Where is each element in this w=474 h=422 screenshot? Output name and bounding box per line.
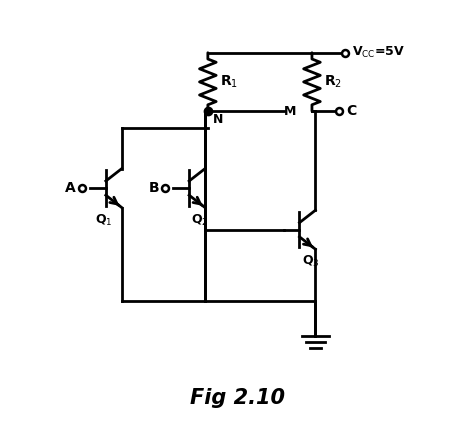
Text: R$_1$: R$_1$ xyxy=(219,74,237,90)
Text: M: M xyxy=(284,105,296,118)
Text: N: N xyxy=(213,113,224,126)
Text: C: C xyxy=(346,104,356,118)
Text: Q$_3$: Q$_3$ xyxy=(301,254,319,269)
Text: R$_2$: R$_2$ xyxy=(324,74,342,90)
Text: V$_{\rm CC}$=5V: V$_{\rm CC}$=5V xyxy=(352,45,405,60)
Text: Q$_2$: Q$_2$ xyxy=(191,213,209,227)
Text: Fig 2.10: Fig 2.10 xyxy=(190,388,284,408)
Text: Q$_1$: Q$_1$ xyxy=(95,213,113,227)
Text: B: B xyxy=(149,181,160,195)
Text: A: A xyxy=(64,181,75,195)
